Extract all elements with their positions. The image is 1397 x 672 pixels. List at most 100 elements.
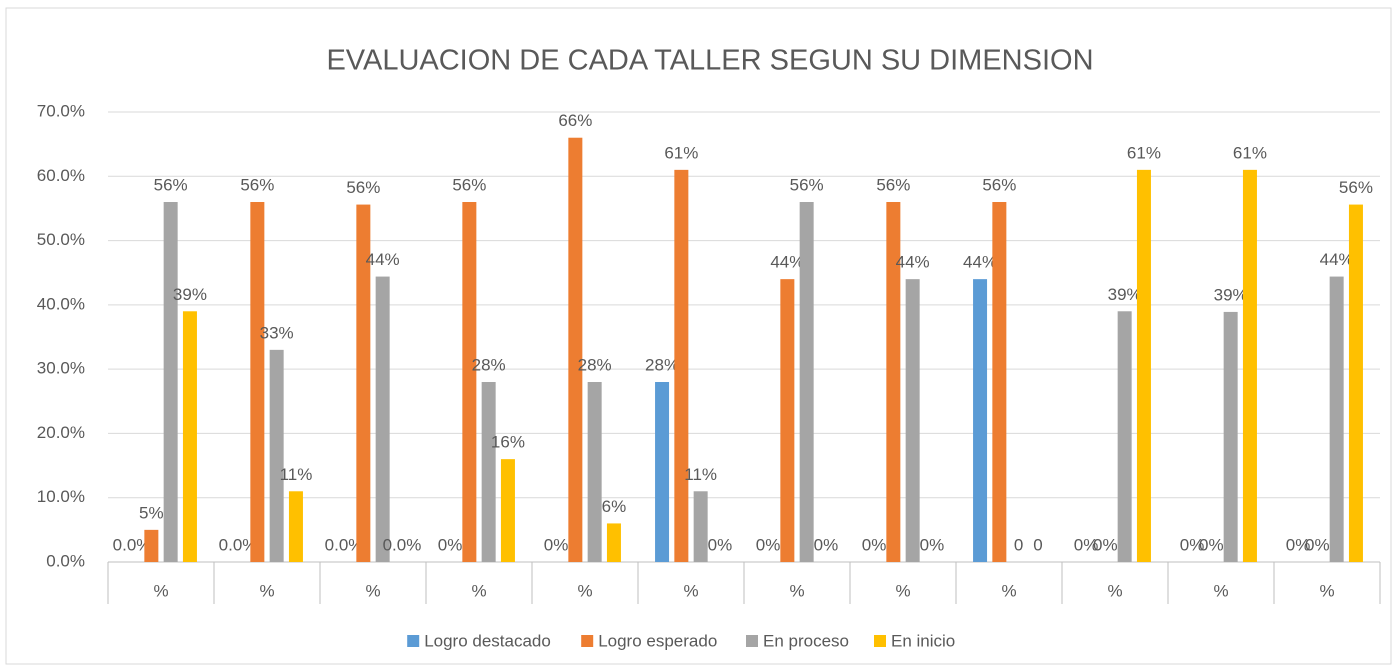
data-label: 28% <box>472 355 506 374</box>
bar <box>1329 276 1344 562</box>
data-label: 39% <box>1108 285 1142 304</box>
data-label: 0% <box>756 535 781 554</box>
legend-label: Logro esperado <box>598 631 717 650</box>
data-label: 44% <box>366 250 400 269</box>
data-label: 0% <box>1074 535 1099 554</box>
y-tick-label: 20.0% <box>37 423 85 442</box>
bar <box>144 529 159 562</box>
bar <box>356 204 371 563</box>
data-label: 56% <box>1339 178 1373 197</box>
bar <box>655 382 670 562</box>
data-label: 61% <box>1127 143 1161 162</box>
bar <box>780 279 795 562</box>
y-tick-label: 0.0% <box>46 551 85 570</box>
data-label: 0% <box>708 535 733 554</box>
data-label: 5% <box>139 503 164 522</box>
data-label: 44% <box>896 253 930 272</box>
data-label: 11% <box>280 465 313 484</box>
legend-swatch <box>581 635 594 647</box>
data-label: 56% <box>240 175 274 194</box>
data-label: 28% <box>645 355 679 374</box>
data-label: 0% <box>438 535 463 554</box>
data-label: 0% <box>814 535 839 554</box>
data-label: 61% <box>664 143 698 162</box>
bar <box>375 276 390 562</box>
legend-swatch <box>746 635 758 647</box>
data-label: 0% <box>862 535 887 554</box>
bar <box>587 382 602 562</box>
x-tick-label: % <box>259 581 274 600</box>
y-tick-label: 50.0% <box>37 230 85 249</box>
bar <box>799 202 814 562</box>
bar <box>182 311 197 562</box>
data-label: 39% <box>173 285 207 304</box>
data-label: 0% <box>1093 535 1118 554</box>
legend-swatch <box>874 635 886 647</box>
x-tick-label: % <box>683 581 698 600</box>
x-tick-label: % <box>153 581 168 600</box>
data-label: 6% <box>602 497 627 516</box>
bar <box>886 202 901 562</box>
data-label: 0 <box>1014 535 1023 554</box>
bar <box>992 202 1007 562</box>
data-label: 0% <box>544 535 569 554</box>
data-label: 56% <box>982 175 1016 194</box>
bar <box>269 349 284 562</box>
x-tick-label: % <box>1213 581 1228 600</box>
bar <box>1348 204 1363 563</box>
data-label: 0.0% <box>219 535 258 554</box>
data-label: 39% <box>1214 285 1248 304</box>
data-label: 0 <box>1033 535 1042 554</box>
data-label: 0.0% <box>383 535 422 554</box>
bar <box>1136 169 1151 562</box>
data-label: 0% <box>1199 535 1224 554</box>
data-label: 0% <box>1286 535 1311 554</box>
data-label: 56% <box>346 178 380 197</box>
data-label: 0% <box>920 535 945 554</box>
legend-label: Logro destacado <box>424 631 551 650</box>
bar <box>250 202 265 562</box>
bar <box>1223 311 1238 562</box>
bar <box>606 523 621 562</box>
x-tick-label: % <box>365 581 380 600</box>
data-label: 11% <box>684 465 717 484</box>
y-tick-label: 60.0% <box>37 166 85 185</box>
bar <box>288 491 303 562</box>
x-tick-label: % <box>789 581 804 600</box>
data-label: 44% <box>963 253 997 272</box>
bar <box>973 279 988 562</box>
bar <box>674 169 689 562</box>
data-label: 56% <box>452 175 486 194</box>
data-label: 0.0% <box>113 535 152 554</box>
bar <box>568 137 583 562</box>
bar <box>163 202 178 562</box>
bar <box>500 459 515 562</box>
data-label: 44% <box>1320 250 1354 269</box>
data-label: 28% <box>578 355 612 374</box>
legend-label: En inicio <box>891 631 955 650</box>
x-tick-label: % <box>577 581 592 600</box>
data-label: 0% <box>1305 535 1330 554</box>
data-label: 66% <box>558 111 592 130</box>
data-label: 33% <box>260 323 294 342</box>
data-label: 0% <box>1180 535 1205 554</box>
legend-swatch <box>407 635 420 647</box>
data-label: 56% <box>154 175 188 194</box>
bar <box>1242 169 1257 562</box>
x-tick-label: % <box>1107 581 1122 600</box>
bar <box>462 202 477 562</box>
bar <box>1117 311 1132 562</box>
data-label: 56% <box>876 175 910 194</box>
data-label: 16% <box>491 433 525 452</box>
bar <box>481 382 496 562</box>
y-tick-label: 70.0% <box>37 101 85 120</box>
y-tick-label: 30.0% <box>37 359 85 378</box>
y-tick-label: 10.0% <box>37 487 85 506</box>
data-label: 44% <box>770 253 804 272</box>
data-label: 56% <box>790 175 824 194</box>
x-tick-label: % <box>1001 581 1016 600</box>
x-tick-label: % <box>1319 581 1334 600</box>
legend-label: En proceso <box>763 631 849 650</box>
data-label: 61% <box>1233 143 1267 162</box>
